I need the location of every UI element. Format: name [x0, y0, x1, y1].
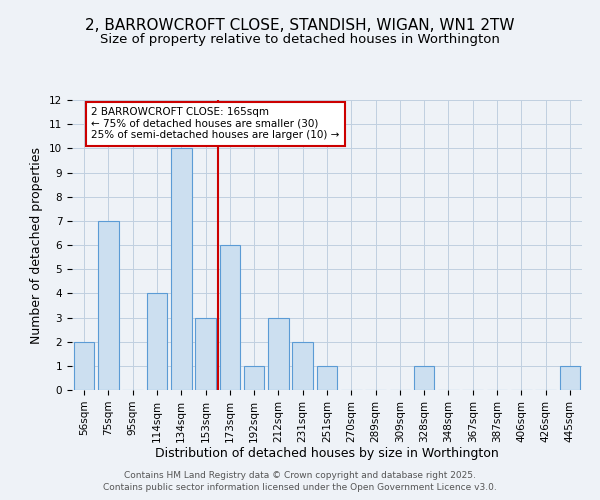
Bar — [268, 318, 289, 390]
Y-axis label: Number of detached properties: Number of detached properties — [31, 146, 43, 344]
Bar — [244, 366, 265, 390]
X-axis label: Distribution of detached houses by size in Worthington: Distribution of detached houses by size … — [155, 448, 499, 460]
Bar — [98, 221, 119, 390]
Bar — [220, 245, 240, 390]
Bar — [74, 342, 94, 390]
Bar — [146, 294, 167, 390]
Text: 2, BARROWCROFT CLOSE, STANDISH, WIGAN, WN1 2TW: 2, BARROWCROFT CLOSE, STANDISH, WIGAN, W… — [85, 18, 515, 32]
Bar — [195, 318, 216, 390]
Bar — [414, 366, 434, 390]
Bar — [292, 342, 313, 390]
Bar — [171, 148, 191, 390]
Text: 2 BARROWCROFT CLOSE: 165sqm
← 75% of detached houses are smaller (30)
25% of sem: 2 BARROWCROFT CLOSE: 165sqm ← 75% of det… — [91, 108, 340, 140]
Text: Contains HM Land Registry data © Crown copyright and database right 2025.
Contai: Contains HM Land Registry data © Crown c… — [103, 471, 497, 492]
Bar — [317, 366, 337, 390]
Text: Size of property relative to detached houses in Worthington: Size of property relative to detached ho… — [100, 32, 500, 46]
Bar — [560, 366, 580, 390]
